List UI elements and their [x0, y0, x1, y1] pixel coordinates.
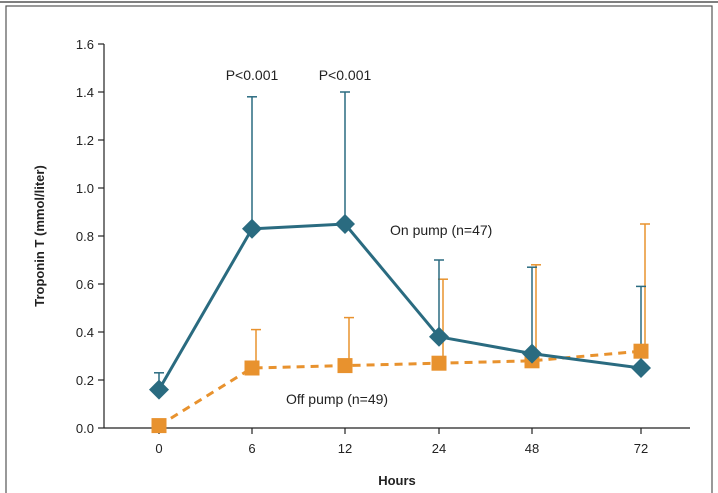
x-tick-group: 0 6 12 24 48 72 — [155, 428, 648, 456]
y-tick-label: 1.0 — [76, 181, 94, 196]
y-tick-group: 0.0 0.2 0.4 0.6 0.8 1.0 1.2 1.4 1.6 — [76, 37, 104, 436]
y-tick-label: 0.0 — [76, 421, 94, 436]
y-tick-label: 1.2 — [76, 133, 94, 148]
series-line — [157, 222, 642, 391]
data-point-off-pump — [337, 358, 353, 374]
x-tick-label: 0 — [155, 441, 162, 456]
x-tick-label: 48 — [525, 441, 539, 456]
x-tick-label: 12 — [338, 441, 352, 456]
series-line — [158, 349, 642, 427]
y-tick-label: 0.6 — [76, 277, 94, 292]
p-value-annotation: P<0.001 — [319, 67, 372, 83]
data-point-off-pump — [633, 343, 649, 359]
y-tick-label: 1.4 — [76, 85, 94, 100]
series-lines — [157, 222, 642, 427]
y-tick-label: 0.4 — [76, 325, 94, 340]
y-axis-label: Troponin T (mmol/liter) — [32, 165, 47, 307]
data-point-off-pump — [151, 418, 167, 434]
data-point-on-pump — [149, 379, 169, 400]
data-point-on-pump — [335, 214, 355, 234]
error-bars — [154, 91, 650, 390]
x-axis-label: Hours — [378, 473, 416, 488]
data-point-on-pump — [429, 326, 449, 347]
data-point-off-pump — [244, 360, 260, 376]
data-point-on-pump — [242, 218, 262, 239]
p-value-annotation: P<0.001 — [226, 67, 279, 83]
x-tick-label: 6 — [248, 441, 255, 456]
y-tick-label: 0.8 — [76, 229, 94, 244]
series-markers — [149, 214, 651, 434]
y-tick-label: 1.6 — [76, 37, 94, 52]
series-label-off-pump: Off pump (n=49) — [286, 391, 388, 407]
data-point-on-pump — [522, 343, 542, 364]
frame-border — [5, 5, 713, 493]
annotations: P<0.001 P<0.001 — [226, 67, 372, 83]
data-point-on-pump — [631, 358, 651, 378]
x-tick-label: 72 — [634, 441, 648, 456]
x-tick-label: 24 — [432, 441, 446, 456]
series-label-on-pump: On pump (n=47) — [390, 222, 492, 238]
data-point-off-pump — [431, 355, 447, 371]
y-tick-label: 0.2 — [76, 373, 94, 388]
